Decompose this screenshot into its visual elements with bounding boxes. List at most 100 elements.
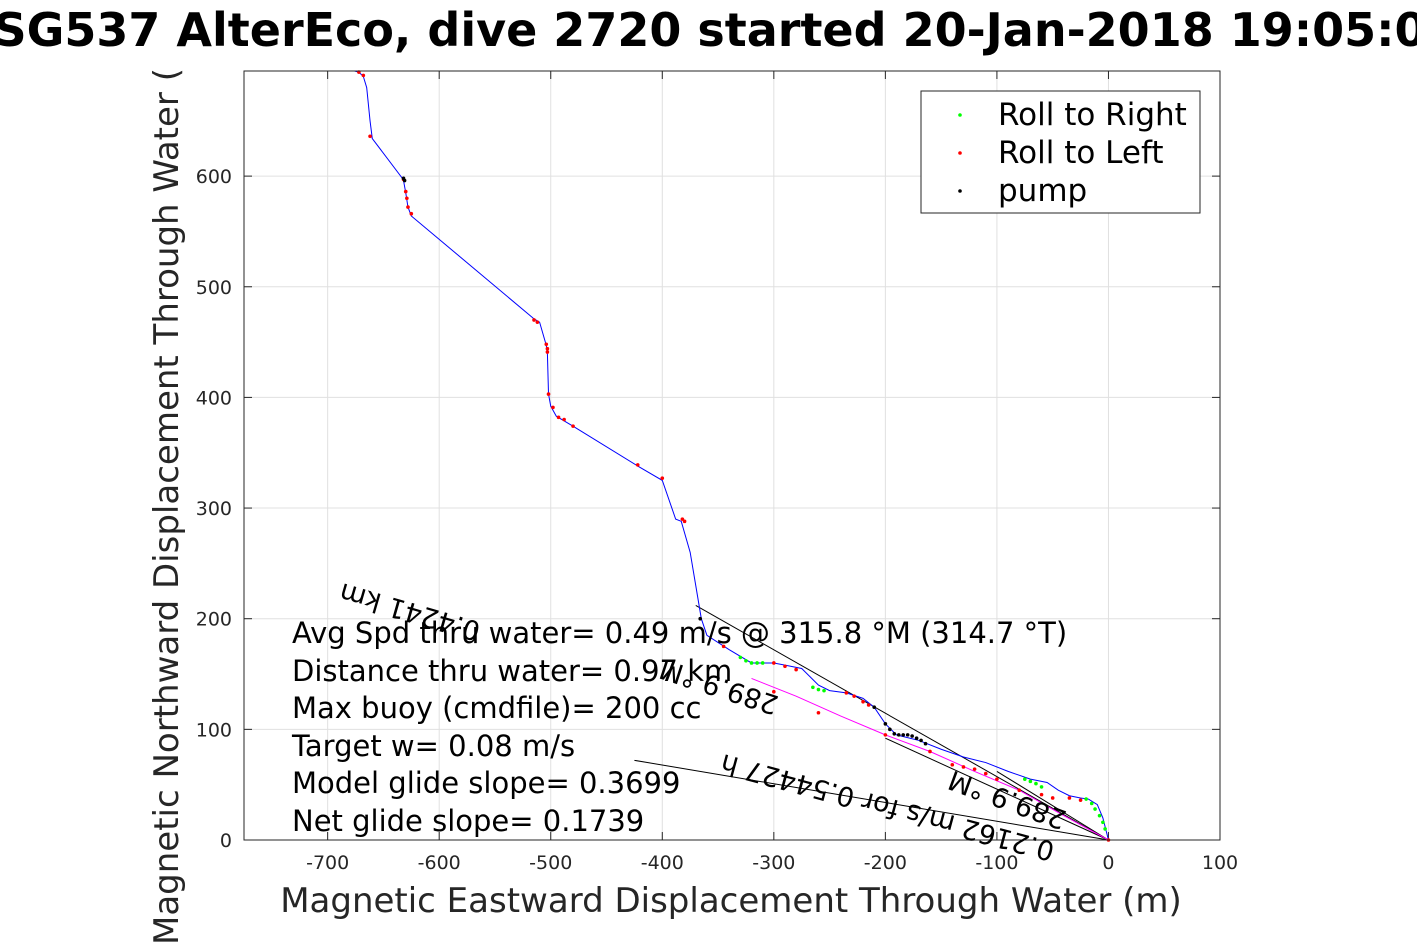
x-tick-label: -400 xyxy=(641,852,684,874)
annotation-block: Avg Spd thru water= 0.49 m/s @ 315.8 °M … xyxy=(291,616,1067,838)
pump-point xyxy=(896,733,901,737)
roll-right-point xyxy=(738,655,743,660)
max-buoy-annotation: Max buoy (cmdfile)= 200 cc xyxy=(292,691,701,725)
roll-right-point xyxy=(816,687,821,692)
avg-speed-annotation: Avg Spd thru water= 0.49 m/s @ 315.8 °M … xyxy=(292,616,1067,650)
roll-left-point xyxy=(883,733,888,737)
axis-ticks: -700 -600 -500 -400 -300 -200 -100 0 100 0 100 200 3… xyxy=(196,71,1238,874)
roll-right-point xyxy=(744,658,748,663)
y-axis-label: Magnetic Northward Displacement Through … xyxy=(147,68,187,945)
pump-point xyxy=(892,731,897,736)
roll-left-point xyxy=(995,777,999,781)
roll-left-point xyxy=(961,765,966,769)
x-tick-label: -700 xyxy=(306,852,349,874)
pump-point xyxy=(402,178,407,183)
roll-left-point xyxy=(1078,798,1083,802)
reference-line xyxy=(885,737,1109,841)
roll-left-point xyxy=(844,691,849,695)
roll-left-point xyxy=(772,661,776,665)
roll-left-point xyxy=(546,392,551,396)
x-tick-label: -500 xyxy=(529,852,572,874)
model-glide-slope-annotation: Model glide slope= 0.3699 xyxy=(292,766,680,800)
y-tick-label: 300 xyxy=(196,498,232,520)
pump-point xyxy=(888,727,892,732)
roll-left-point xyxy=(1050,796,1055,800)
roll-left-point xyxy=(545,346,550,351)
roll-left-point xyxy=(532,318,536,322)
roll-right-point xyxy=(749,661,754,665)
roll-left-point xyxy=(406,205,410,209)
roll-left-point xyxy=(535,320,540,324)
reference-line xyxy=(996,770,1109,841)
pump-point xyxy=(901,733,906,737)
roll-left-point xyxy=(368,134,372,139)
roll-left-point xyxy=(551,405,555,410)
roll-right-point xyxy=(1028,779,1033,784)
pump-point xyxy=(905,733,910,737)
pump-point xyxy=(914,736,919,741)
roll-right-point xyxy=(1039,785,1044,789)
pump-point xyxy=(923,741,928,746)
pump-point xyxy=(698,616,703,621)
roll-right-point xyxy=(760,661,765,665)
x-tick-label: -100 xyxy=(975,852,1018,874)
distance-annotation: Distance thru water= 0.97 km xyxy=(292,654,732,688)
roll-left-point xyxy=(545,350,550,354)
roll-left-point xyxy=(721,644,726,649)
roll-right-point xyxy=(1023,777,1027,781)
y-tick-label: 100 xyxy=(196,719,232,741)
roll-left-point xyxy=(950,762,955,767)
roll-left-point xyxy=(783,664,787,669)
pump-point xyxy=(919,738,923,743)
reference-line xyxy=(695,604,1109,841)
x-tick-label: -300 xyxy=(752,852,795,874)
roll-left-point xyxy=(571,424,575,428)
roll-left-point xyxy=(772,689,776,694)
x-tick-label: -600 xyxy=(418,852,461,874)
roll-right-point xyxy=(1089,801,1094,806)
y-tick-label: 400 xyxy=(196,387,232,409)
roll-left-point xyxy=(635,463,640,467)
legend-label-roll-right: Roll to Right xyxy=(998,97,1187,133)
legend-marker-roll-right xyxy=(958,113,962,117)
roll-left-point xyxy=(794,667,798,672)
roll-right-point xyxy=(1101,820,1105,825)
x-tick-label: 100 xyxy=(1202,852,1238,874)
roll-left-point xyxy=(972,767,977,771)
roll-left-point xyxy=(556,415,561,420)
roll-left-point xyxy=(1039,792,1044,797)
pump-point xyxy=(910,734,914,738)
roll-left-point xyxy=(405,196,409,201)
plot-frame xyxy=(243,70,1221,841)
y-tick-label: 200 xyxy=(196,609,232,631)
y-tick-label: 0 xyxy=(220,830,232,852)
roll-left-point xyxy=(866,703,871,707)
roll-right-point xyxy=(1034,781,1038,786)
legend-label-pump: pump xyxy=(998,173,1087,209)
legend-marker-roll-left xyxy=(958,151,962,155)
roll-left-point xyxy=(409,211,414,216)
roll-left-point xyxy=(983,771,988,776)
y-tick-label: 600 xyxy=(196,166,232,188)
roll-right-point xyxy=(755,661,759,665)
roll-left-point xyxy=(1017,788,1022,793)
roll-left-point xyxy=(928,749,932,754)
legend-label-roll-left: Roll to Left xyxy=(998,135,1164,171)
x-axis-label: Magnetic Eastward Displacement Through W… xyxy=(280,881,1182,921)
y-tick-label: 500 xyxy=(196,277,232,299)
pump-point xyxy=(883,722,888,726)
legend-box xyxy=(920,90,1201,214)
roll-left-point xyxy=(816,710,821,715)
pump-point xyxy=(872,705,877,710)
legend: Roll to Right Roll to Left pump xyxy=(920,90,1201,214)
data-layer xyxy=(354,70,1111,842)
roll-left-point xyxy=(861,699,865,704)
roll-left-point xyxy=(660,476,665,480)
glider-track-line xyxy=(354,70,1109,841)
roll-right-point xyxy=(1093,807,1097,811)
x-tick-label: 0 xyxy=(1102,852,1114,874)
roll-right-point xyxy=(1084,797,1088,801)
roll-right-point xyxy=(822,688,826,693)
